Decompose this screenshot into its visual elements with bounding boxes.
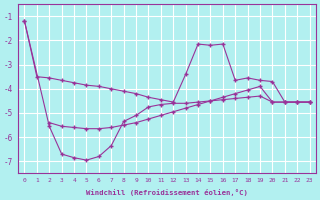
X-axis label: Windchill (Refroidissement éolien,°C): Windchill (Refroidissement éolien,°C) <box>86 189 248 196</box>
